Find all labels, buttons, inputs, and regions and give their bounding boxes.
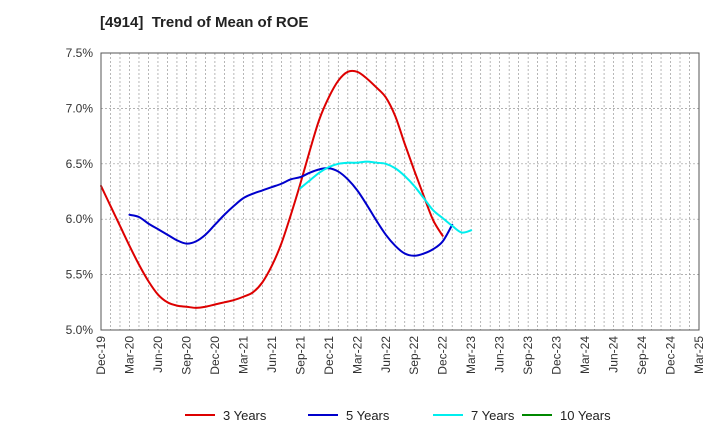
x-tick-label: Sep-24 [635, 336, 649, 375]
x-tick-label: Jun-24 [607, 336, 621, 373]
y-tick-label: 7.5% [66, 46, 94, 60]
x-tick-label: Jun-20 [151, 336, 165, 373]
legend-label-10-years: 10 Years [560, 408, 611, 423]
y-tick-label: 7.0% [66, 101, 94, 115]
x-tick-label: Sep-21 [293, 336, 307, 375]
x-tick-label: Dec-21 [322, 336, 336, 375]
plot-background [101, 53, 699, 330]
legend: 3 Years 5 Years 7 Years 10 Years [185, 408, 611, 423]
x-tick-label: Dec-24 [664, 336, 678, 375]
x-tick-label: Mar-24 [578, 336, 592, 374]
x-tick-label: Dec-23 [550, 336, 564, 375]
x-tick-label: Sep-20 [179, 336, 193, 375]
legend-label-3-years: 3 Years [223, 408, 267, 423]
x-tick-label: Sep-23 [521, 336, 535, 375]
y-tick-label: 5.0% [66, 323, 94, 337]
legend-label-5-years: 5 Years [346, 408, 390, 423]
series-line-5-years [128, 167, 454, 257]
x-tick-label: Dec-19 [94, 336, 108, 375]
y-tick-label: 6.5% [66, 157, 94, 171]
x-tick-label: Mar-21 [236, 336, 250, 374]
x-tick-label: Mar-20 [122, 336, 136, 374]
chart-title: [4914] Trend of Mean of ROE [100, 14, 309, 31]
x-axis-ticks: Dec-19 Mar-20 Jun-20 Sep-20 Dec-20 Mar-21 Jun-… [94, 336, 706, 375]
y-tick-label: 6.0% [66, 212, 94, 226]
series-line-7-years [299, 160, 473, 234]
x-tick-label: Mar-22 [350, 336, 364, 374]
legend-label-7-years: 7 Years [471, 408, 515, 423]
x-tick-label: Dec-20 [208, 336, 222, 375]
x-tick-label: Jun-21 [265, 336, 279, 373]
x-tick-label: Mar-23 [464, 336, 478, 374]
series-line-3-years [100, 69, 444, 309]
x-tick-label: Jun-23 [493, 336, 507, 373]
x-tick-label: Jun-22 [379, 336, 393, 373]
x-tick-label: Mar-25 [692, 336, 706, 374]
x-tick-label: Dec-22 [436, 336, 450, 375]
x-tick-label: Sep-22 [407, 336, 421, 375]
y-tick-label: 5.5% [66, 268, 94, 282]
y-axis-ticks: 5.0% 5.5% 6.0% 6.5% 7.0% 7.5% [66, 46, 94, 337]
series-lines [100, 69, 473, 309]
plot-frame [100, 52, 700, 331]
